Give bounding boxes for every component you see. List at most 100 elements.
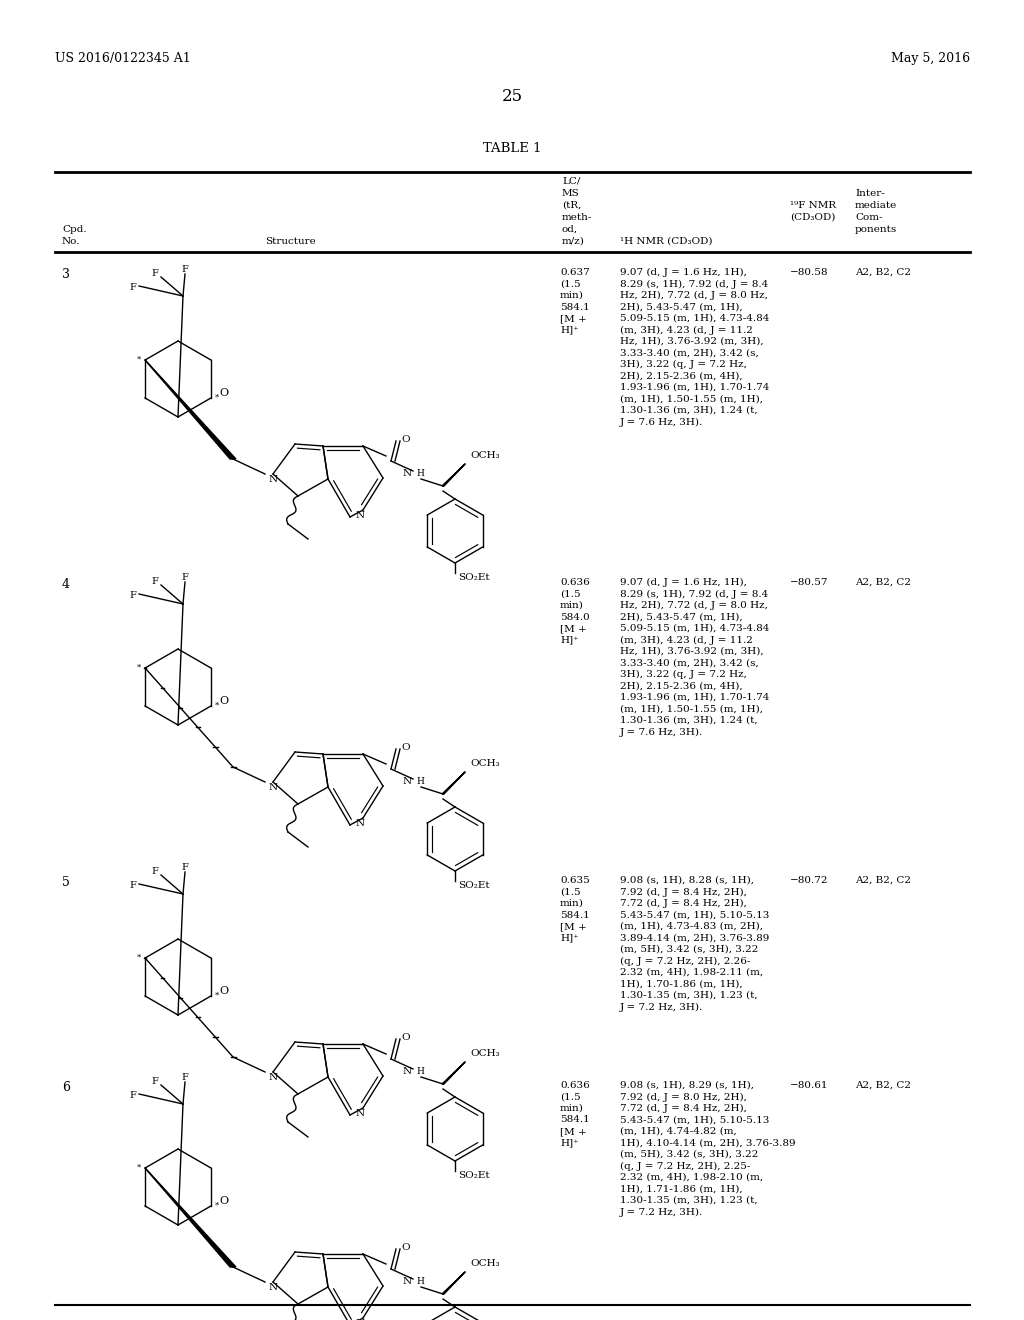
Text: O: O: [401, 1242, 410, 1251]
Text: *: *: [137, 1164, 141, 1172]
Text: 3.33-3.40 (m, 2H), 3.42 (s,: 3.33-3.40 (m, 2H), 3.42 (s,: [620, 659, 759, 668]
Text: (1.5: (1.5: [560, 887, 581, 896]
Text: 6: 6: [62, 1081, 70, 1094]
Text: N: N: [268, 474, 278, 483]
Text: (m, 3H), 4.23 (d, J = 11.2: (m, 3H), 4.23 (d, J = 11.2: [620, 326, 753, 335]
Text: 8.29 (s, 1H), 7.92 (d, J = 8.4: 8.29 (s, 1H), 7.92 (d, J = 8.4: [620, 590, 768, 599]
Text: min): min): [560, 1104, 584, 1113]
Text: F: F: [152, 268, 159, 277]
Text: A2, B2, C2: A2, B2, C2: [855, 578, 911, 587]
Text: 3.33-3.40 (m, 2H), 3.42 (s,: 3.33-3.40 (m, 2H), 3.42 (s,: [620, 348, 759, 358]
Text: 8.29 (s, 1H), 7.92 (d, J = 8.4: 8.29 (s, 1H), 7.92 (d, J = 8.4: [620, 280, 768, 289]
Text: F: F: [130, 882, 136, 891]
Polygon shape: [442, 465, 465, 486]
Text: F: F: [152, 866, 159, 875]
Text: meth-: meth-: [562, 213, 592, 222]
Polygon shape: [145, 1168, 236, 1267]
Text: mediate: mediate: [855, 201, 897, 210]
Text: N: N: [402, 776, 412, 785]
Text: N: N: [402, 1276, 412, 1286]
Text: H]⁺: H]⁺: [560, 326, 579, 334]
Text: O: O: [219, 986, 228, 997]
Text: F: F: [152, 577, 159, 586]
Text: (1.5: (1.5: [560, 1093, 581, 1101]
Text: N: N: [402, 1067, 412, 1076]
Text: 584.0: 584.0: [560, 612, 590, 622]
Text: F: F: [181, 863, 188, 873]
Text: *: *: [215, 993, 219, 1001]
Polygon shape: [145, 360, 236, 459]
Text: F: F: [130, 591, 136, 601]
Text: H: H: [416, 1276, 424, 1286]
Text: N: N: [355, 1109, 365, 1118]
Text: F: F: [130, 284, 136, 293]
Text: 9.07 (d, J = 1.6 Hz, 1H),: 9.07 (d, J = 1.6 Hz, 1H),: [620, 578, 746, 587]
Text: 5.09-5.15 (m, 1H), 4.73-4.84: 5.09-5.15 (m, 1H), 4.73-4.84: [620, 624, 769, 634]
Text: −80.58: −80.58: [790, 268, 828, 277]
Text: −80.61: −80.61: [790, 1081, 828, 1090]
Text: (1.5: (1.5: [560, 280, 581, 289]
Text: SO₂Et: SO₂Et: [458, 1171, 489, 1180]
Text: 1.93-1.96 (m, 1H), 1.70-1.74: 1.93-1.96 (m, 1H), 1.70-1.74: [620, 383, 769, 392]
Text: 3: 3: [62, 268, 70, 281]
Text: N: N: [355, 511, 365, 520]
Polygon shape: [442, 772, 465, 795]
Text: 5.43-5.47 (m, 1H), 5.10-5.13: 5.43-5.47 (m, 1H), 5.10-5.13: [620, 1115, 769, 1125]
Text: H: H: [416, 776, 424, 785]
Text: MS: MS: [562, 189, 580, 198]
Text: 1H), 1.70-1.86 (m, 1H),: 1H), 1.70-1.86 (m, 1H),: [620, 979, 742, 989]
Text: *: *: [215, 702, 219, 710]
Text: 9.08 (s, 1H), 8.28 (s, 1H),: 9.08 (s, 1H), 8.28 (s, 1H),: [620, 876, 754, 884]
Text: Com-: Com-: [855, 213, 883, 222]
Text: *: *: [215, 1203, 219, 1210]
Text: H: H: [416, 469, 424, 478]
Text: (tR,: (tR,: [562, 201, 582, 210]
Text: (m, 3H), 4.23 (d, J = 11.2: (m, 3H), 4.23 (d, J = 11.2: [620, 635, 753, 644]
Text: 3H), 3.22 (q, J = 7.2 Hz,: 3H), 3.22 (q, J = 7.2 Hz,: [620, 360, 746, 370]
Text: 2H), 2.15-2.36 (m, 4H),: 2H), 2.15-2.36 (m, 4H),: [620, 681, 742, 690]
Text: (m, 5H), 3.42 (s, 3H), 3.22: (m, 5H), 3.42 (s, 3H), 3.22: [620, 1150, 759, 1159]
Text: ¹H NMR (CD₃OD): ¹H NMR (CD₃OD): [620, 238, 713, 246]
Text: ¹⁹F NMR: ¹⁹F NMR: [790, 201, 837, 210]
Text: OCH₃: OCH₃: [470, 759, 500, 768]
Text: N: N: [268, 783, 278, 792]
Text: 2.32 (m, 4H), 1.98-2.11 (m,: 2.32 (m, 4H), 1.98-2.11 (m,: [620, 968, 763, 977]
Text: min): min): [560, 899, 584, 908]
Text: TABLE 1: TABLE 1: [482, 143, 542, 154]
Text: O: O: [219, 1196, 228, 1206]
Text: (q, J = 7.2 Hz, 2H), 2.25-: (q, J = 7.2 Hz, 2H), 2.25-: [620, 1162, 751, 1171]
Text: min): min): [560, 601, 584, 610]
Text: A2, B2, C2: A2, B2, C2: [855, 1081, 911, 1090]
Text: 584.1: 584.1: [560, 911, 590, 920]
Text: (1.5: (1.5: [560, 590, 581, 598]
Text: O: O: [219, 696, 228, 706]
Text: (m, 1H), 1.50-1.55 (m, 1H),: (m, 1H), 1.50-1.55 (m, 1H),: [620, 395, 763, 404]
Text: 0.636: 0.636: [560, 1081, 590, 1090]
Text: *: *: [137, 356, 141, 364]
Text: 0.637: 0.637: [560, 268, 590, 277]
Text: 0.636: 0.636: [560, 578, 590, 587]
Text: 7.92 (d, J = 8.4 Hz, 2H),: 7.92 (d, J = 8.4 Hz, 2H),: [620, 887, 746, 896]
Text: 9.07 (d, J = 1.6 Hz, 1H),: 9.07 (d, J = 1.6 Hz, 1H),: [620, 268, 746, 277]
Text: 5: 5: [62, 876, 70, 888]
Polygon shape: [442, 1272, 465, 1294]
Text: min): min): [560, 290, 584, 300]
Text: *: *: [137, 664, 141, 672]
Text: 25: 25: [502, 88, 522, 106]
Text: 4: 4: [62, 578, 70, 591]
Text: SO₂Et: SO₂Et: [458, 573, 489, 582]
Text: ponents: ponents: [855, 224, 897, 234]
Text: Cpd.: Cpd.: [62, 224, 87, 234]
Text: Inter-: Inter-: [855, 189, 885, 198]
Text: (m, 5H), 3.42 (s, 3H), 3.22: (m, 5H), 3.42 (s, 3H), 3.22: [620, 945, 759, 954]
Text: *: *: [215, 393, 219, 403]
Text: (m, 1H), 4.73-4.83 (m, 2H),: (m, 1H), 4.73-4.83 (m, 2H),: [620, 921, 763, 931]
Text: (m, 1H), 1.50-1.55 (m, 1H),: (m, 1H), 1.50-1.55 (m, 1H),: [620, 705, 763, 714]
Text: US 2016/0122345 A1: US 2016/0122345 A1: [55, 51, 190, 65]
Text: O: O: [219, 388, 228, 399]
Text: 2H), 2.15-2.36 (m, 4H),: 2H), 2.15-2.36 (m, 4H),: [620, 371, 742, 380]
Text: F: F: [130, 1092, 136, 1101]
Text: O: O: [401, 1032, 410, 1041]
Text: Structure: Structure: [265, 238, 315, 246]
Text: J = 7.6 Hz, 3H).: J = 7.6 Hz, 3H).: [620, 727, 703, 737]
